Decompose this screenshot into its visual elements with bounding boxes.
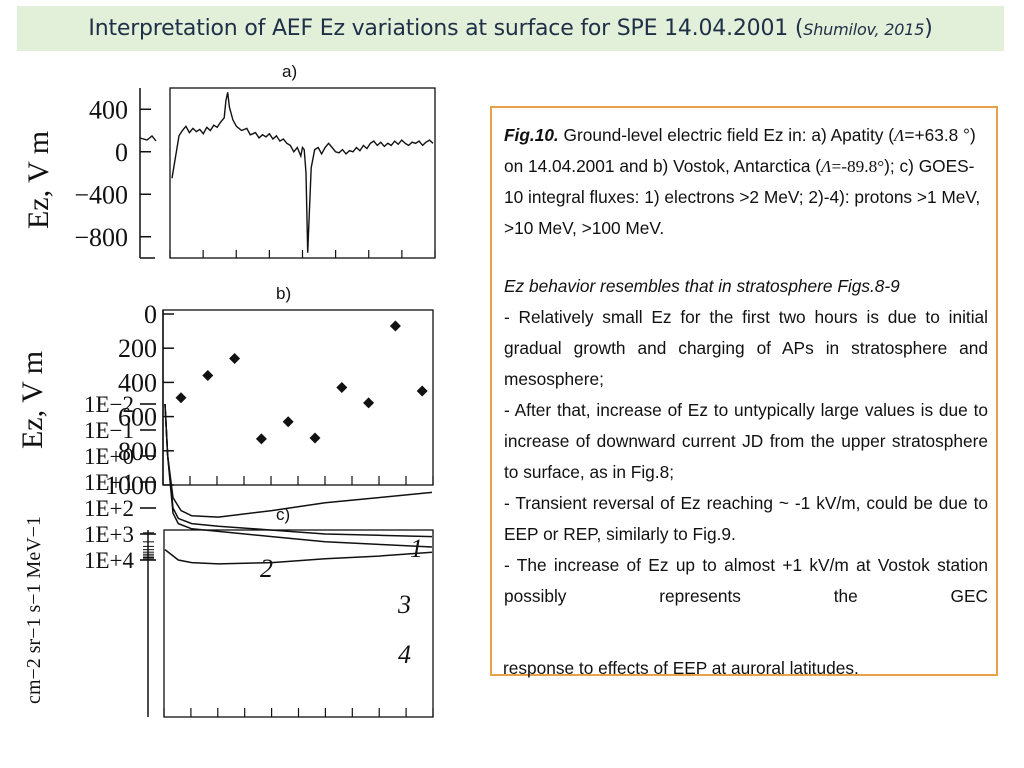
panel-b-ytick-label: 800 <box>118 437 157 466</box>
panel-b-data-point <box>336 382 348 394</box>
caption-body: Fig.10. Ground-level electric field Ez i… <box>504 120 988 612</box>
panel-c-ytick-label: 1E+1 <box>84 470 134 495</box>
panel-a-left-segment <box>139 135 157 142</box>
panel-a-chart: 400 0 −400 −800 Ez, V m <box>22 87 436 259</box>
panel-b-data-point <box>282 416 294 428</box>
panel-b-ylabel: Ez, V m <box>16 351 49 449</box>
point-1: - Relatively small Ez for the first two … <box>504 307 988 389</box>
panel-b-chart: 1000 800 600 400 200 0 Ez, V m <box>16 300 434 500</box>
panel-a-ylabel: Ez, V m <box>22 131 55 229</box>
panel-c-ylabel: cm−2 sr−1 s−1 MeV−1 <box>23 516 45 704</box>
panel-c-curve-label: 1 <box>410 534 423 563</box>
figure-caption: Fig.10. Ground-level electric field Ez i… <box>504 120 988 244</box>
caption-part-4: ); c) GOES-10 integral fluxes: 1) electr… <box>504 156 981 238</box>
panel-c-series-4 <box>164 403 433 518</box>
caption-textbox: Fig.10. Ground-level electric field Ez i… <box>490 106 998 676</box>
title-bar: Interpretation of AEF Ez variations at s… <box>17 6 1004 51</box>
panel-b-frame <box>162 309 434 486</box>
panel-c-curve-label: 3 <box>397 590 411 619</box>
caption-part-1: Ground-level electric field Ez in: a) Ap… <box>558 125 894 145</box>
panel-c-ytick-label: 1E+0 <box>84 444 134 469</box>
panel-b-data-point <box>229 352 241 364</box>
panel-c-curve-label: 2 <box>260 554 273 583</box>
heading-text: Ez behavior resembles that in stratosphe… <box>504 276 900 296</box>
panel-c-ytick-label: 1E+3 <box>84 522 134 547</box>
panel-b-data-point <box>389 320 401 332</box>
figure-panels: 400 0 −400 −800 Ez, V m 1000 800 600 400 200 0 E… <box>16 87 436 718</box>
point-4: - The increase of Ez up to almost +1 kV/… <box>504 555 988 606</box>
slide-title: Interpretation of AEF Ez variations at s… <box>88 16 932 41</box>
section-heading: Ez behavior resembles that in stratosphe… <box>504 271 988 302</box>
point-4-overflow: response to effects of EEP at auroral la… <box>503 658 859 678</box>
panel-a-series-ez <box>171 92 434 253</box>
panel-c-series-1 <box>164 549 433 565</box>
panel-b-ytick-label: 400 <box>118 368 157 397</box>
caption-part-3: =-89.8° <box>831 157 885 176</box>
lambda-symbol: Λ <box>893 126 905 145</box>
panel-c-curve-label: 4 <box>398 640 411 669</box>
panel-b-data-point <box>255 433 267 445</box>
panel-a-frame <box>169 87 436 259</box>
panel-c-frame <box>163 529 434 718</box>
panel-c-ytick-label: 1E−2 <box>84 392 134 417</box>
panel-b-ytick-label: 1000 <box>105 471 157 500</box>
lambda-symbol-2: Λ <box>821 157 832 176</box>
title-main: Interpretation of AEF Ez variations at s… <box>88 16 804 41</box>
panel-c-ytick-label: 1E+2 <box>84 496 134 521</box>
panel-a-ytick-label: 400 <box>89 95 128 124</box>
panel-b-data-point <box>202 370 214 382</box>
panel-b-ytick-label: 200 <box>118 334 157 363</box>
title-citation: Shumilov, 2015 <box>803 20 925 39</box>
panel-b-ytick-label: 0 <box>144 300 157 329</box>
panel-a-ytick-label: −400 <box>74 180 128 209</box>
panel-c-chart: 1E+41E+31E+21E+11E+01E−11E−2 1 2 3 4 cm−2 s… <box>23 392 434 718</box>
panel-a-ytick-label: −800 <box>74 223 128 252</box>
panel-b-data-point <box>175 392 187 404</box>
point-2: - After that, increase of Ez to untypica… <box>504 400 988 482</box>
spacer <box>504 244 988 271</box>
fig-label: Fig.10. <box>504 125 559 145</box>
panel-b-data-point <box>363 397 375 409</box>
panel-b-data-point <box>416 385 428 397</box>
point-3: - Transient reversal of Ez reaching ~ -1… <box>504 493 988 544</box>
panel-b-data-point <box>309 432 321 444</box>
caption-part-2: =+63.8 °) on 14.04.2001 and b) Vostok, A… <box>504 125 976 176</box>
panel-c-ytick-label: 1E−1 <box>84 418 134 443</box>
panel-c-ytick-label: 1E+4 <box>84 548 135 573</box>
title-close: ) <box>924 16 933 41</box>
panel-b-ytick-label: 600 <box>118 403 157 432</box>
panel-a-label: a) <box>282 62 298 81</box>
panel-a-ytick-label: 0 <box>115 138 128 167</box>
panel-b-label: b) <box>276 284 292 303</box>
